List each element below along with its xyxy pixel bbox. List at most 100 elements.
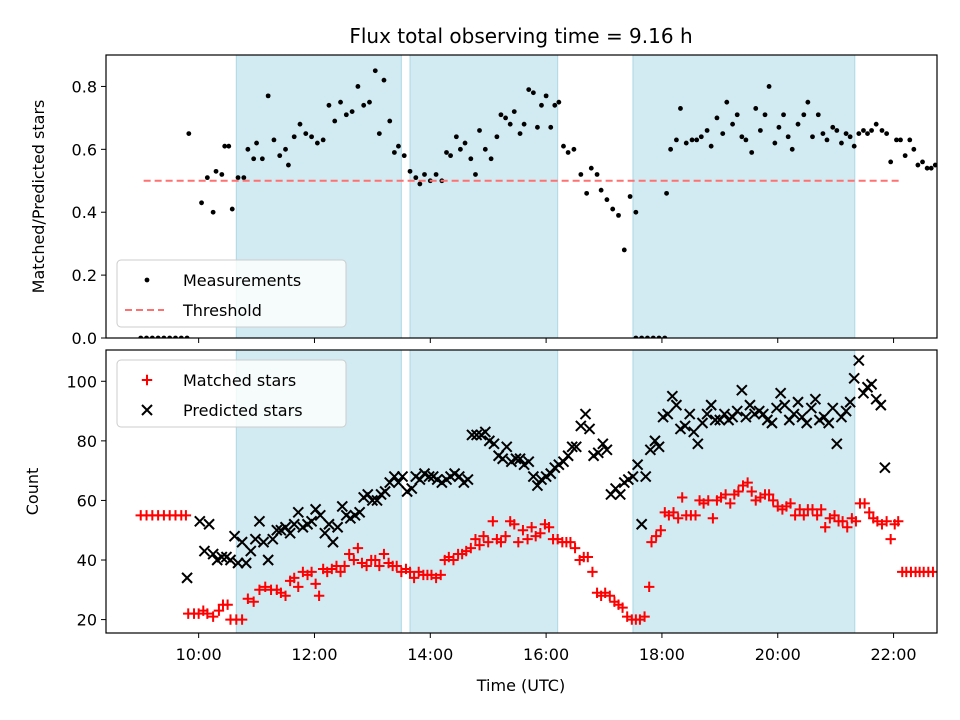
data-point bbox=[523, 456, 535, 468]
legend-swatch bbox=[141, 404, 153, 416]
data-point bbox=[785, 134, 791, 140]
y-tick-label: 80 bbox=[77, 432, 97, 451]
data-point bbox=[543, 522, 555, 533]
data-point bbox=[376, 131, 382, 137]
data-point bbox=[435, 569, 446, 581]
data-point bbox=[292, 506, 304, 519]
data-point bbox=[952, 175, 957, 180]
data-point bbox=[323, 518, 335, 530]
data-point bbox=[848, 372, 860, 385]
data-point bbox=[381, 77, 387, 83]
data-point bbox=[338, 99, 343, 105]
data-point bbox=[548, 124, 554, 130]
data-point bbox=[815, 112, 821, 118]
y-tick-label: 0.4 bbox=[72, 203, 97, 222]
data-point bbox=[543, 93, 549, 99]
y-tick-label: 0.6 bbox=[72, 140, 97, 159]
data-point bbox=[535, 528, 546, 539]
data-point bbox=[894, 137, 899, 143]
data-point bbox=[800, 417, 813, 429]
legend-box bbox=[116, 359, 347, 428]
data-point bbox=[739, 134, 745, 140]
counts-panel: 20 40 60 80 100 10:00 12:00 14:00 16:00 18:00 20:0… bbox=[23, 349, 938, 664]
data-point bbox=[210, 209, 216, 215]
data-point bbox=[326, 102, 332, 108]
data-point bbox=[259, 156, 265, 162]
data-point bbox=[774, 387, 787, 399]
data-point bbox=[753, 106, 759, 111]
data-point bbox=[487, 516, 499, 527]
data-point bbox=[851, 143, 857, 149]
data-point bbox=[378, 548, 390, 560]
data-point bbox=[616, 212, 621, 218]
shaded-interval bbox=[409, 54, 559, 339]
data-point bbox=[242, 593, 254, 604]
data-point bbox=[539, 102, 544, 108]
data-point bbox=[805, 402, 818, 414]
data-point bbox=[494, 134, 500, 140]
data-point bbox=[343, 112, 349, 118]
data-point bbox=[222, 143, 228, 149]
data-point bbox=[509, 519, 520, 530]
data-point bbox=[762, 112, 768, 118]
data-point bbox=[610, 206, 616, 212]
data-point bbox=[879, 461, 891, 474]
data-point bbox=[734, 112, 740, 118]
plot-frame bbox=[105, 54, 938, 339]
data-point bbox=[392, 476, 405, 489]
data-point bbox=[288, 518, 300, 530]
data-point bbox=[844, 396, 856, 408]
data-point bbox=[631, 458, 644, 471]
x-tick-label: 22:00 bbox=[871, 645, 917, 664]
data-point bbox=[597, 438, 609, 450]
data-point bbox=[731, 405, 743, 417]
y-tick-label: 100 bbox=[66, 372, 97, 391]
data-point bbox=[371, 494, 383, 507]
data-point bbox=[705, 399, 717, 411]
y-axis-label: Count bbox=[23, 468, 42, 516]
data-point bbox=[594, 172, 600, 177]
data-point bbox=[588, 165, 594, 171]
data-point bbox=[387, 118, 393, 124]
data-point bbox=[219, 172, 225, 177]
data-point bbox=[293, 581, 304, 593]
data-point bbox=[370, 554, 381, 566]
data-point bbox=[664, 190, 669, 196]
data-point bbox=[569, 542, 581, 554]
data-point bbox=[565, 536, 576, 548]
data-point bbox=[869, 128, 874, 133]
data-point bbox=[907, 137, 913, 143]
data-point bbox=[733, 486, 744, 497]
data-point bbox=[653, 441, 665, 453]
data-point bbox=[510, 453, 522, 465]
data-point bbox=[511, 109, 517, 114]
data-point bbox=[433, 172, 439, 177]
data-point bbox=[709, 414, 721, 426]
data-point bbox=[181, 572, 193, 584]
data-point bbox=[374, 560, 385, 572]
data-point bbox=[213, 605, 225, 616]
x-tick-label: 14:00 bbox=[407, 645, 453, 664]
data-point bbox=[884, 131, 890, 137]
data-point bbox=[545, 467, 557, 480]
data-point bbox=[284, 527, 296, 539]
data-point bbox=[320, 137, 326, 143]
data-point bbox=[240, 557, 252, 569]
y-tick-label: 0.8 bbox=[72, 77, 97, 96]
data-point bbox=[811, 510, 823, 521]
data-point bbox=[829, 510, 840, 521]
data-point bbox=[448, 153, 453, 159]
data-point bbox=[601, 444, 613, 456]
data-point bbox=[517, 525, 529, 536]
data-point bbox=[830, 124, 836, 130]
x-tick-label: 16:00 bbox=[523, 645, 569, 664]
data-point bbox=[770, 402, 783, 414]
data-point bbox=[482, 146, 488, 152]
data-point bbox=[407, 168, 413, 174]
data-point bbox=[313, 590, 325, 601]
data-point bbox=[483, 536, 494, 548]
data-point bbox=[714, 115, 720, 121]
legend-label: Threshold bbox=[182, 301, 262, 320]
data-point bbox=[614, 488, 626, 501]
data-point bbox=[592, 447, 604, 459]
